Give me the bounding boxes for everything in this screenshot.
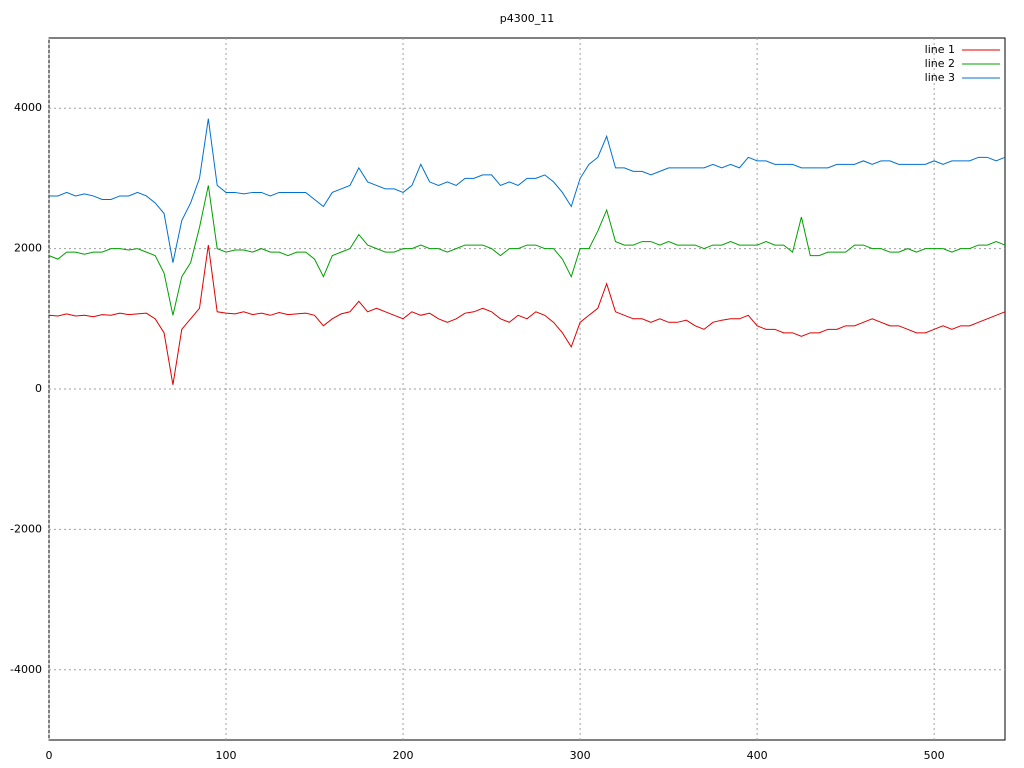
x-tick-label: 400 bbox=[747, 749, 768, 762]
x-tick-label: 0 bbox=[46, 749, 53, 762]
legend-label: line 3 bbox=[925, 71, 955, 84]
y-tick-label: 2000 bbox=[14, 242, 42, 255]
y-tick-label: -2000 bbox=[10, 522, 42, 535]
legend-label: line 2 bbox=[925, 57, 955, 70]
data-line bbox=[48, 245, 1006, 385]
x-tick-label: 100 bbox=[216, 749, 237, 762]
legend-label: line 1 bbox=[925, 43, 955, 56]
data-line bbox=[48, 185, 1006, 316]
y-tick-label: 4000 bbox=[14, 101, 42, 114]
x-tick-label: 300 bbox=[570, 749, 591, 762]
y-tick-label: -4000 bbox=[10, 663, 42, 676]
plot-border bbox=[48, 37, 1006, 741]
chart-title: p4300_11 bbox=[500, 12, 554, 25]
x-tick-label: 500 bbox=[924, 749, 945, 762]
y-tick-label: 0 bbox=[35, 382, 42, 395]
data-line bbox=[49, 118, 1006, 263]
x-tick-label: 200 bbox=[393, 749, 414, 762]
